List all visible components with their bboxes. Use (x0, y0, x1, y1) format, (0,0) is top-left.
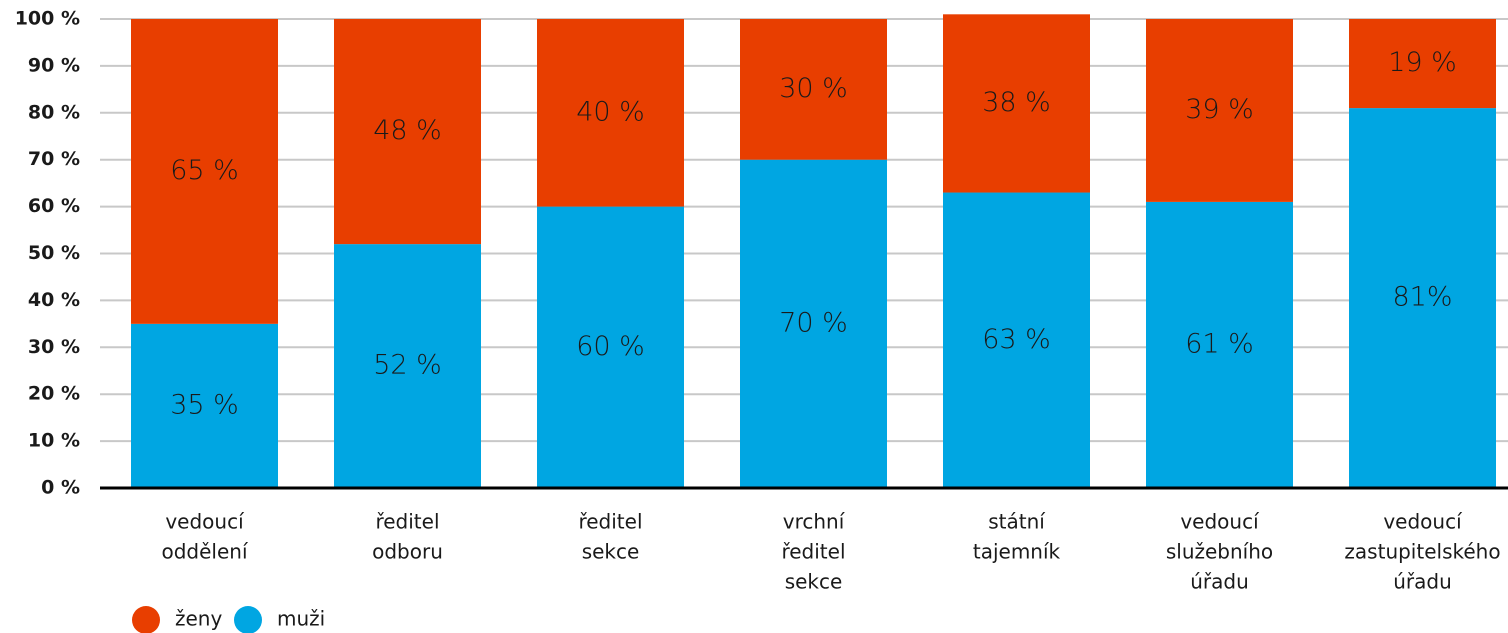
x-tick-label: odboru (372, 540, 443, 564)
legend-label: muži (277, 607, 325, 631)
y-tick-label: 70 % (28, 148, 80, 170)
y-tick-label: 90 % (28, 54, 80, 76)
x-tick-label: sekce (582, 540, 640, 564)
x-tick-label: vedoucí (1180, 510, 1260, 534)
x-tick-label: ředitel (578, 510, 642, 534)
value-label: 61 % (1185, 328, 1254, 359)
value-label: 63 % (982, 324, 1051, 355)
value-label: 81% (1392, 282, 1452, 313)
x-tick-label: oddělení (161, 540, 248, 564)
x-tick-label: vedoucí (1383, 510, 1463, 534)
bar-segment (1146, 19, 1293, 202)
bar-segment (1146, 201, 1293, 488)
x-tick-label: ředitel (375, 510, 439, 534)
bar-segment (334, 19, 481, 245)
value-label: 65 % (170, 155, 239, 186)
y-tick-label: 50 % (28, 242, 80, 264)
x-tick-label: služebního (1166, 540, 1273, 564)
y-tick-label: 60 % (28, 195, 80, 217)
value-label: 35 % (170, 389, 239, 420)
x-tick-label: státní (988, 510, 1046, 534)
value-label: 19 % (1388, 47, 1457, 78)
y-tick-label: 10 % (28, 430, 80, 452)
bar-segment (537, 19, 684, 207)
y-tick-label: 40 % (28, 289, 80, 311)
bar-segment (334, 244, 481, 488)
value-label: 39 % (1185, 94, 1254, 125)
x-tick-label: úřadu (1190, 570, 1249, 594)
value-label: 70 % (779, 307, 848, 338)
x-tick-label: vrchní (783, 510, 846, 534)
legend-label: ženy (175, 607, 222, 631)
bar-segment (1349, 19, 1496, 109)
legend-swatch (132, 606, 160, 633)
value-label: 52 % (373, 350, 442, 381)
x-tick-label: tajemník (973, 540, 1061, 564)
bar-segment (943, 192, 1090, 488)
y-tick-label: 0 % (41, 477, 80, 499)
y-tick-label: 80 % (28, 101, 80, 123)
value-label: 60 % (576, 331, 645, 362)
bar-segment (740, 19, 887, 160)
x-tick-label: zastupitelského (1344, 540, 1500, 564)
bar-segment (1349, 108, 1496, 489)
y-tick-label: 20 % (28, 383, 80, 405)
bar-segment (537, 206, 684, 488)
bar-segment (943, 14, 1090, 193)
x-tick-label: ředitel (781, 540, 845, 564)
value-label: 30 % (779, 73, 848, 104)
y-tick-label: 30 % (28, 336, 80, 358)
x-tick-label: sekce (785, 570, 843, 594)
bar-segment (740, 159, 887, 488)
x-tick-label: vedoucí (165, 510, 245, 534)
value-label: 48 % (373, 115, 442, 146)
x-tick-label: úřadu (1393, 570, 1452, 594)
bar-segment (131, 19, 278, 324)
legend-swatch (234, 606, 262, 633)
y-tick-label: 100 % (15, 8, 80, 30)
value-label: 40 % (576, 96, 645, 127)
value-label: 38 % (982, 87, 1051, 118)
bar-segment (131, 323, 278, 488)
